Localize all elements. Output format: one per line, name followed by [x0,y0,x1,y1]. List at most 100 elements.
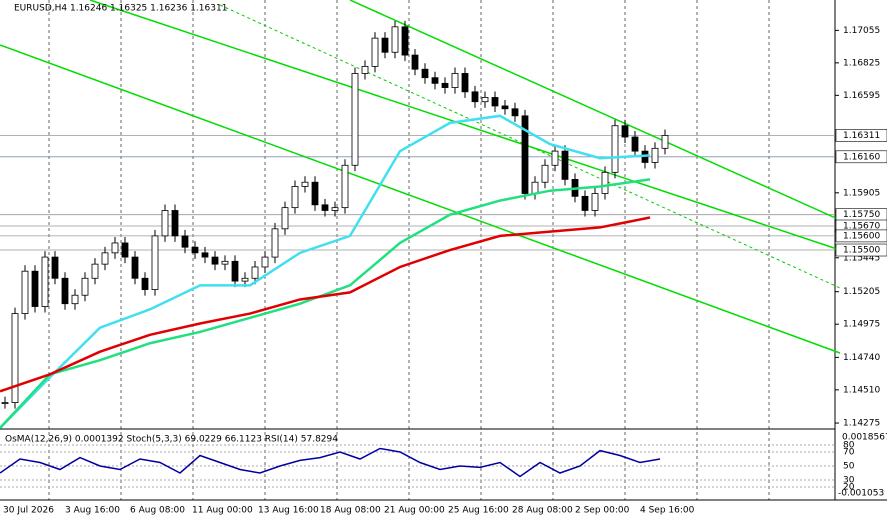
osc-level-label: 20 [843,483,855,493]
candle [121,242,129,258]
price-label: 1.16595 [843,91,880,101]
candle [621,125,629,138]
candle [111,242,119,254]
time-label: 21 Aug 00:00 [384,506,445,516]
candle [441,82,449,88]
candle [31,270,39,307]
candle [371,37,379,67]
candle [431,77,439,84]
trend-line [349,0,841,221]
candle [581,195,589,211]
candle [661,135,669,149]
candle [211,256,219,265]
candle [491,97,499,107]
candle [261,256,269,268]
osc-level-label: 50 [843,462,855,472]
time-label: 13 Aug 16:00 [258,506,319,516]
candle [601,171,609,194]
candle [291,186,299,209]
candle [201,252,209,258]
candle [101,252,109,265]
price-label: 1.17055 [843,26,880,36]
price-label: 1.15445 [843,253,880,263]
candle [391,26,399,53]
candle [401,26,409,56]
time-label: 30 Jul 2026 [3,506,54,516]
candle [531,181,539,194]
level-box [835,243,887,257]
candle [161,210,169,237]
candle [41,256,49,307]
moving-average [0,216,651,393]
price-label: 1.14975 [843,320,880,330]
chart-header: EURUSD,H4 1.16246 1.16325 1.16236 1.1631… [14,4,227,14]
candle [461,73,469,93]
candle [541,164,549,183]
candle [381,37,389,53]
moving-average [0,114,651,429]
price-label: 1.16825 [843,58,880,68]
level-label: 1.15670 [843,222,880,232]
candle [221,260,229,265]
time-label: 2 Sep 00:00 [575,506,630,516]
level-box [835,129,887,142]
candle [91,263,99,279]
level-box [835,229,887,243]
level-label: 1.16160 [843,152,880,162]
candle [141,277,149,290]
candle [1,402,9,404]
moving-average [0,178,651,429]
candle [551,150,559,166]
candle [411,54,419,70]
candle [631,136,639,152]
candle [361,65,369,74]
candle [331,207,339,211]
rsi-line [0,447,661,478]
candle [471,91,479,103]
time-label: 18 Aug 08:00 [320,506,381,516]
osc-top-label: 0.0018567 [842,433,887,443]
candle [11,313,19,403]
osc-level-label: 70 [843,448,855,458]
candle [131,256,139,279]
candle [341,164,349,209]
candle [561,150,569,180]
candle [81,277,89,296]
candle [231,260,239,282]
candle [301,181,309,187]
candle [421,68,429,79]
price-label: 1.15205 [843,287,880,297]
price-label: 1.14510 [843,385,880,395]
candle [611,125,619,173]
candle [521,115,529,194]
candle [21,270,29,314]
price-label: 1.14275 [843,419,880,429]
candle [451,73,459,88]
candle [271,228,279,258]
time-label: 3 Aug 16:00 [65,506,120,516]
candle [281,207,289,230]
level-box [835,150,887,164]
osc-bottom-label: -0.001053 [838,489,884,499]
candle [591,193,599,211]
candle [311,181,319,206]
price-label: 1.15905 [843,188,880,198]
time-label: 28 Aug 08:00 [512,506,573,516]
candle [51,256,59,279]
candle [241,277,249,282]
candle [151,235,159,290]
level-label: 1.15600 [843,231,880,241]
osc-level-label: 80 [843,441,855,451]
candle [191,246,199,254]
time-label: 6 Aug 08:00 [130,506,185,516]
oscillator-header: OsMA(12,26,9) 0.0001392 Stoch(5,3,3) 69.… [5,435,338,445]
level-label: 1.15750 [843,210,880,220]
candle [501,105,509,110]
candle [181,235,189,248]
time-label: 11 Aug 00:00 [192,506,253,516]
level-label: 1.16311 [843,131,880,141]
candle [61,277,69,305]
trend-line [89,0,841,251]
price-label: 1.14740 [843,353,880,363]
candle [321,204,329,211]
